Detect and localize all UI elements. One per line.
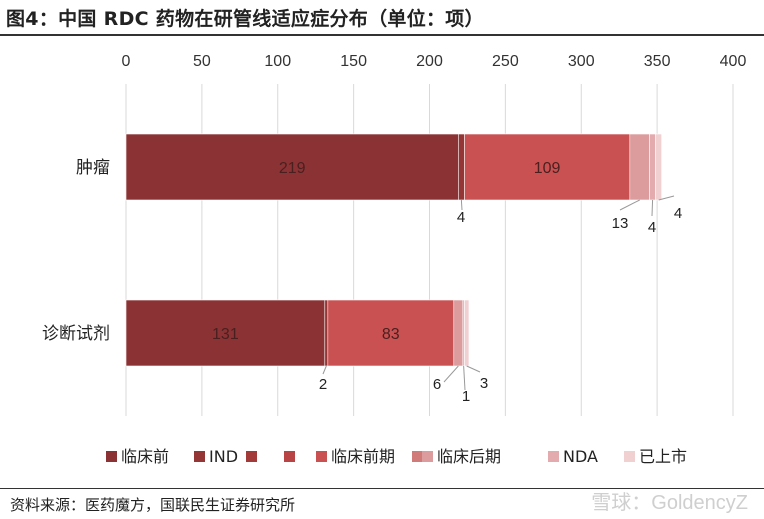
label-leader-line bbox=[658, 195, 675, 201]
label-leader-line bbox=[322, 365, 327, 375]
legend-swatch bbox=[246, 451, 257, 462]
watermark: 雪球：GoldencyZ bbox=[591, 492, 748, 514]
legend-label: 临床前期 bbox=[331, 447, 395, 466]
bar-segment bbox=[125, 133, 459, 201]
x-tick-label: 50 bbox=[193, 53, 211, 70]
legend-swatch bbox=[548, 451, 559, 462]
data-label: 4 bbox=[457, 209, 465, 226]
label-leader-line bbox=[619, 199, 640, 211]
category-label: 诊断试剂 bbox=[42, 324, 110, 344]
source-rule bbox=[0, 488, 764, 489]
label-leader-line bbox=[463, 365, 466, 391]
data-label: 3 bbox=[480, 375, 488, 392]
label-leader-line bbox=[466, 365, 481, 373]
legend-swatch bbox=[106, 451, 117, 462]
chart-title: 图4：中国 RDC 药物在研管线适应症分布（单位：项） bbox=[6, 8, 484, 30]
data-label: 1 bbox=[462, 388, 470, 405]
bar-segment bbox=[649, 133, 656, 201]
legend-swatch bbox=[284, 451, 295, 462]
legend-swatch bbox=[624, 451, 635, 462]
data-label: 109 bbox=[534, 160, 561, 177]
label-leader-line bbox=[651, 199, 654, 217]
bar-segment bbox=[327, 299, 455, 367]
data-label: 13 bbox=[612, 215, 629, 232]
x-tick-label: 0 bbox=[122, 53, 131, 70]
bar-segment bbox=[629, 133, 650, 201]
data-label: 131 bbox=[212, 326, 239, 343]
legend-swatch bbox=[316, 451, 327, 462]
x-tick-label: 300 bbox=[568, 53, 595, 70]
x-tick-label: 100 bbox=[264, 53, 291, 70]
x-tick-label: 150 bbox=[340, 53, 367, 70]
x-tick-label: 200 bbox=[416, 53, 443, 70]
source-note: 资料来源：医药魔方，国联民生证券研究所 bbox=[10, 496, 296, 514]
bar-segment bbox=[464, 299, 470, 367]
data-label: 2 bbox=[319, 376, 327, 393]
legend-swatch bbox=[194, 451, 205, 462]
data-label: 4 bbox=[648, 219, 656, 236]
bar-segment bbox=[464, 133, 631, 201]
x-tick-label: 350 bbox=[644, 53, 671, 70]
bar-segment bbox=[655, 133, 662, 201]
legend-label: 临床后期 bbox=[437, 447, 501, 466]
legend-label: 临床前 bbox=[121, 447, 169, 466]
bar-segment bbox=[324, 299, 329, 367]
data-label: 4 bbox=[674, 205, 682, 222]
title-rule bbox=[0, 34, 764, 36]
data-label: 6 bbox=[433, 376, 441, 393]
legend-label: NDA bbox=[563, 447, 598, 466]
legend-swatch bbox=[412, 451, 423, 462]
legend-swatch bbox=[422, 451, 433, 462]
x-tick-label: 250 bbox=[492, 53, 519, 70]
bar-segment bbox=[458, 133, 465, 201]
legend-label: IND bbox=[209, 447, 238, 466]
x-tick-label: 400 bbox=[720, 53, 747, 70]
label-leader-line bbox=[443, 365, 459, 383]
bar-segment bbox=[125, 299, 326, 367]
bar-segment bbox=[453, 299, 464, 367]
label-leader-line bbox=[460, 199, 463, 211]
legend-label: 已上市 bbox=[639, 447, 687, 466]
data-label: 219 bbox=[279, 160, 306, 177]
data-label: 83 bbox=[382, 326, 400, 343]
category-label: 肿瘤 bbox=[76, 158, 110, 178]
